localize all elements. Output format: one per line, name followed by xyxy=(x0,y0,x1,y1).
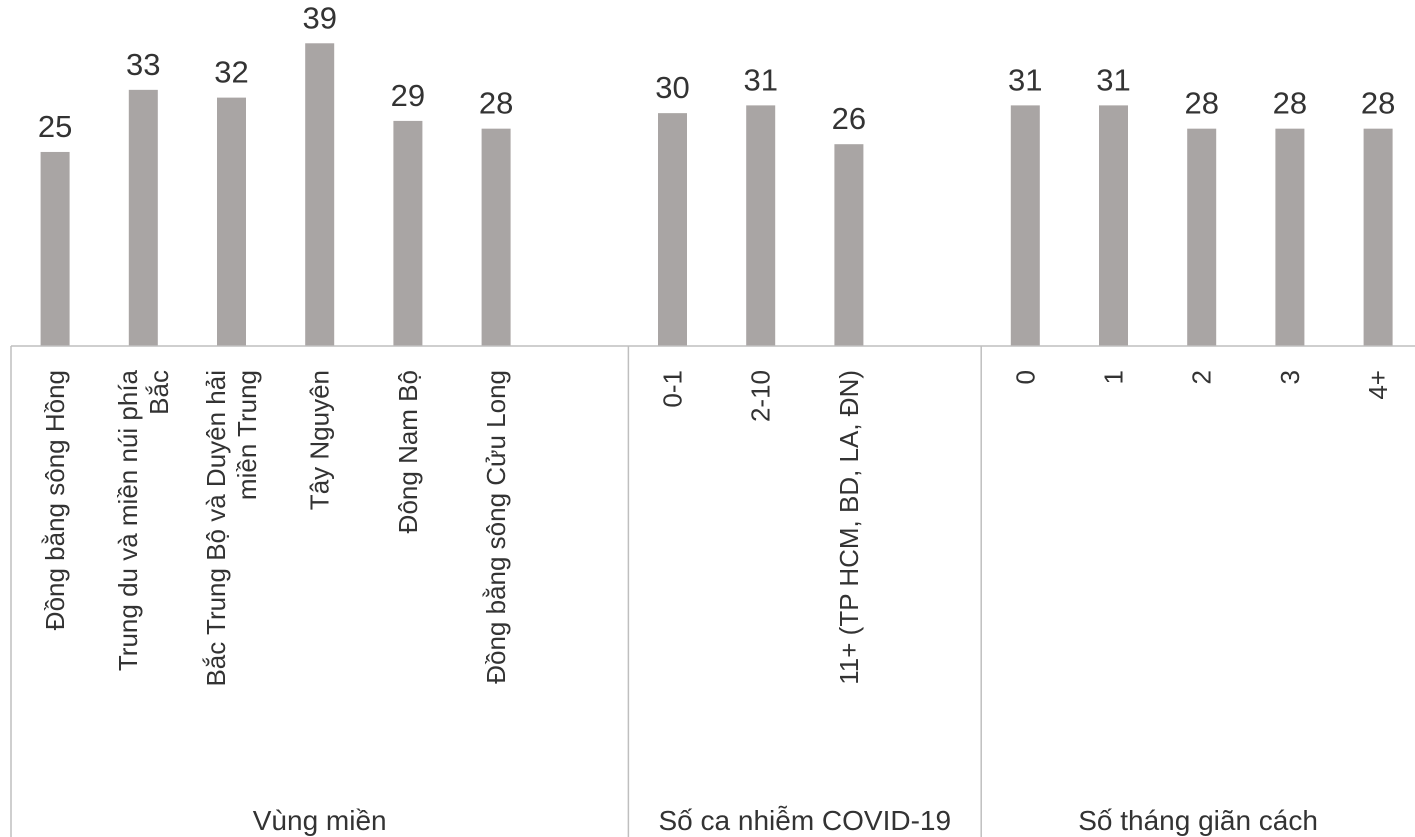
bar-11-tp-hcm-bd-la-dn xyxy=(834,144,864,346)
value-label-bac-trung-bo-va-duyen-hai-mien-trung: 32 xyxy=(214,55,248,90)
category-label-dong-bang-song-hong: Đồng bằng sông Hồng xyxy=(40,370,70,630)
value-label-dong-bang-song-hong: 25 xyxy=(38,109,72,144)
category-label-line: Bắc Trung Bộ và Duyên hải xyxy=(201,370,231,687)
category-label-line: 2 xyxy=(1187,370,1217,384)
category-label-line: Bắc xyxy=(144,370,174,415)
category-label-11-tp-hcm-bd-la-dn: 11+ (TP HCM, BD, LA, ĐN) xyxy=(834,370,864,685)
category-label-trung-du-va-mien-nui-phia-bac: Trung du và miền núi phíaBắc xyxy=(113,369,174,671)
bar-dong-bang-song-cuu-long xyxy=(481,128,511,346)
category-label-0-1: 0-1 xyxy=(658,370,688,408)
category-label-line: Trung du và miền núi phía xyxy=(113,369,143,671)
value-label-trung-du-va-mien-nui-phia-bac: 33 xyxy=(126,47,160,82)
bar-2 xyxy=(1187,128,1217,346)
value-label-0-1: 30 xyxy=(655,70,689,105)
category-label-line: 1 xyxy=(1099,370,1129,384)
category-label-line: Đồng bằng sông Cửu Long xyxy=(481,370,511,684)
category-label-bac-trung-bo-va-duyen-hai-mien-trung: Bắc Trung Bộ và Duyên hảimiền Trung xyxy=(201,370,262,687)
category-axis xyxy=(10,345,1415,837)
bars-layer xyxy=(40,43,1393,347)
bar-trung-du-va-mien-nui-phia-bac xyxy=(128,89,158,346)
category-label-line: 0 xyxy=(1010,370,1040,384)
category-label-3: 3 xyxy=(1275,370,1305,384)
category-label-line: miền Trung xyxy=(232,370,262,500)
value-label-11-tp-hcm-bd-la-dn: 26 xyxy=(832,101,866,136)
category-label-line: 3 xyxy=(1275,370,1305,384)
value-label-0: 31 xyxy=(1008,62,1042,97)
value-label-dong-bang-song-cuu-long: 28 xyxy=(479,86,513,121)
bar-2-10 xyxy=(746,105,776,346)
category-label-0: 0 xyxy=(1010,370,1040,384)
bar-0-1 xyxy=(658,113,687,347)
category-labels-layer: Đồng bằng sông Hồng Trung du và miền núi … xyxy=(40,369,1393,686)
category-label-2: 2 xyxy=(1187,370,1217,384)
bar-dong-nam-bo xyxy=(393,120,423,347)
value-label-1: 31 xyxy=(1096,62,1130,97)
category-label-line: 11+ (TP HCM, BD, LA, ĐN) xyxy=(834,370,864,685)
bar-bac-trung-bo-va-duyen-hai-mien-trung xyxy=(217,97,246,346)
bar-3 xyxy=(1275,128,1305,346)
group-label-vung-mien: Vùng miền xyxy=(253,805,387,836)
bar-tay-nguyen xyxy=(305,43,335,347)
bar-dong-bang-song-hong xyxy=(40,151,70,346)
category-label-line: Tây Nguyên xyxy=(305,370,335,510)
value-label-2-10: 31 xyxy=(743,62,777,97)
category-label-line: Đồng bằng sông Hồng xyxy=(40,370,70,630)
bar-4 xyxy=(1363,128,1393,346)
group-label-so-ca-nhiem-covid-19: Số ca nhiễm COVID-19 xyxy=(659,805,952,836)
value-label-3: 28 xyxy=(1273,86,1307,121)
category-label-dong-nam-bo: Đông Nam Bộ xyxy=(393,370,423,533)
value-label-tay-nguyen: 39 xyxy=(302,0,336,35)
category-label-line: 2-10 xyxy=(746,370,776,422)
category-label-1: 1 xyxy=(1099,370,1129,384)
category-label-line: 0-1 xyxy=(658,370,688,408)
category-label-line: 4+ xyxy=(1363,370,1393,400)
group-label-so-thang-gian-cach: Số tháng giãn cách xyxy=(1078,805,1318,836)
category-label-dong-bang-song-cuu-long: Đồng bằng sông Cửu Long xyxy=(481,370,511,684)
bar-0 xyxy=(1010,105,1040,346)
value-label-4: 28 xyxy=(1361,86,1395,121)
category-label-line: Đông Nam Bộ xyxy=(393,370,423,533)
category-label-2-10: 2-10 xyxy=(746,370,776,422)
value-labels-layer: 25 33 32 39 29 28 30 31 26 31 31 28 28 28 xyxy=(38,0,1395,144)
category-label-4: 4+ xyxy=(1363,370,1393,400)
category-label-tay-nguyen: Tây Nguyên xyxy=(305,370,335,510)
value-label-2: 28 xyxy=(1184,86,1218,121)
group-labels-layer: Vùng miền Số ca nhiễm COVID-19 Số tháng gi… xyxy=(253,805,1318,836)
value-label-dong-nam-bo: 29 xyxy=(391,78,425,113)
bar-1 xyxy=(1099,105,1128,346)
